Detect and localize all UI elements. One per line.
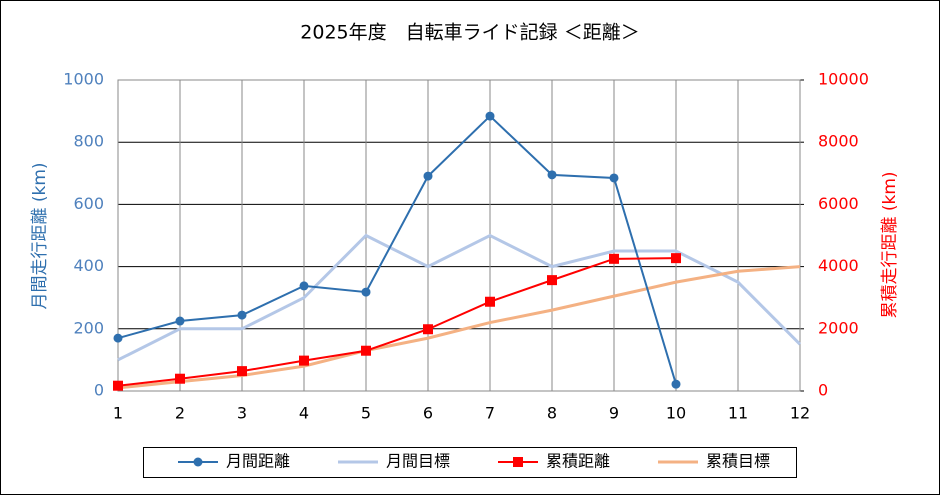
x-tick-label: 2 — [175, 404, 185, 423]
y2-tick-label: 0 — [818, 381, 828, 400]
x-tick-label: 4 — [299, 404, 309, 423]
point — [113, 380, 123, 391]
y-tick-label: 200 — [73, 318, 104, 337]
point — [547, 275, 557, 286]
y-tick-label: 600 — [73, 194, 104, 213]
point — [299, 355, 309, 366]
legend-label: 月間距離 — [226, 452, 290, 471]
point — [423, 324, 433, 335]
y-tick-label: 0 — [94, 381, 104, 400]
series-line — [117, 114, 677, 385]
point — [671, 379, 681, 389]
x-tick-label: 1 — [113, 404, 123, 423]
y2-tick-label: 6000 — [818, 194, 859, 213]
point — [361, 287, 371, 297]
plot-area — [117, 79, 801, 392]
point — [671, 253, 681, 264]
x-tick-label: 6 — [423, 404, 433, 423]
legend-label: 累積距離 — [546, 452, 610, 471]
x-tick-label: 3 — [237, 404, 247, 423]
x-tick-label: 12 — [790, 404, 810, 423]
y2-axis-label: 累積走行距離 (km) — [880, 171, 900, 318]
y-tick-label: 1000 — [63, 70, 104, 89]
point — [299, 281, 309, 291]
x-tick-label: 9 — [609, 404, 619, 423]
point — [609, 173, 619, 183]
y2-tick-label: 10000 — [818, 70, 869, 89]
point — [423, 171, 433, 181]
point — [609, 253, 619, 264]
y-axis-label: 月間走行距離 (km) — [30, 162, 50, 309]
y2-tick-label: 2000 — [818, 318, 859, 337]
point — [485, 296, 495, 307]
x-tick-label: 7 — [485, 404, 495, 423]
y2-tick-label: 8000 — [818, 132, 859, 151]
legend-marker — [193, 457, 203, 467]
y2-tick-label: 4000 — [818, 256, 859, 275]
point — [175, 373, 185, 384]
legend-label: 月間目標 — [386, 452, 450, 471]
point — [361, 345, 371, 356]
series-line — [117, 233, 802, 362]
legend-marker — [513, 457, 523, 467]
point — [237, 366, 247, 377]
legend-label: 累積目標 — [706, 452, 770, 471]
point — [237, 310, 247, 320]
x-tick-label: 10 — [666, 404, 686, 423]
chart-title: 2025年度 自転車ライド記録 ＜距離＞ — [300, 22, 639, 44]
y-tick-label: 400 — [73, 256, 104, 275]
x-tick-label: 11 — [728, 404, 748, 423]
point — [113, 333, 123, 343]
series-line — [117, 257, 677, 387]
point — [485, 111, 495, 121]
point — [175, 316, 185, 326]
x-tick-label: 8 — [547, 404, 557, 423]
y-tick-label: 800 — [73, 132, 104, 151]
series-line — [117, 265, 801, 390]
point — [547, 170, 557, 180]
x-tick-label: 5 — [361, 404, 371, 423]
